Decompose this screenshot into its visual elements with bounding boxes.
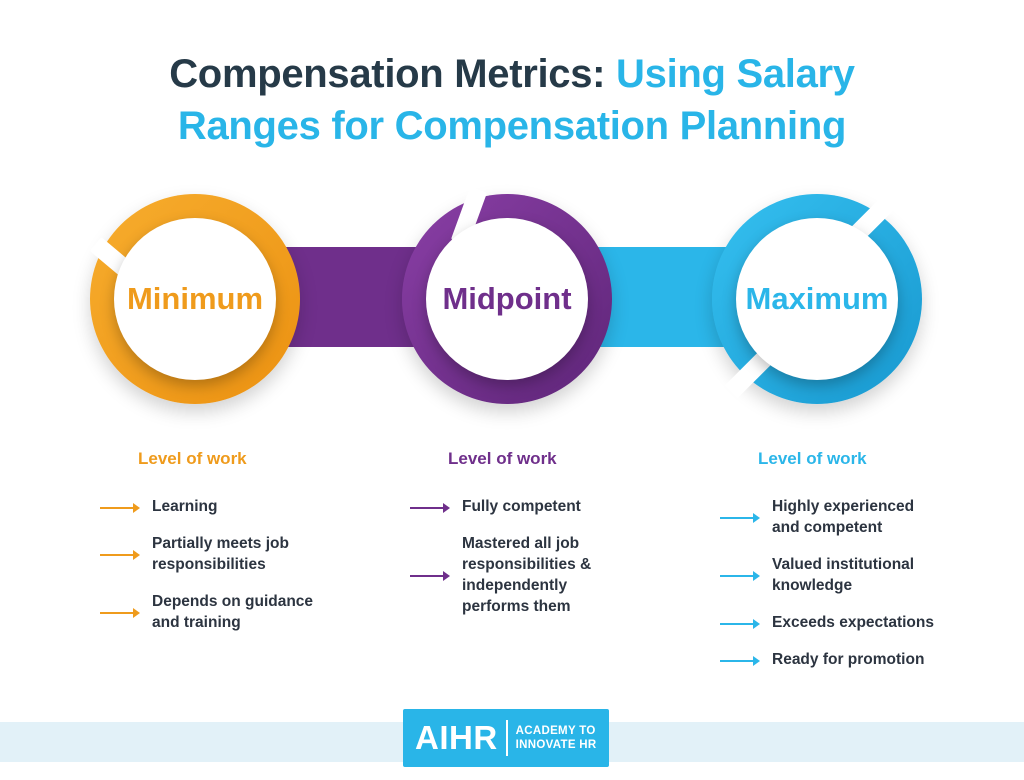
arrow-right-icon bbox=[100, 608, 140, 618]
midpoint-list: Fully competent Mastered all job respons… bbox=[408, 496, 668, 617]
list-item: Depends on guidance and training bbox=[98, 591, 358, 633]
midpoint-column: Level of work Fully competent Mastered a… bbox=[408, 446, 668, 633]
arrow-right-icon bbox=[100, 550, 140, 560]
logo-tagline: ACADEMY TO INNOVATE HR bbox=[515, 725, 597, 751]
maximum-label: Maximum bbox=[736, 218, 898, 380]
minimum-list: Learning Partially meets job responsibil… bbox=[98, 496, 358, 633]
page-title: Compensation Metrics: Using Salary Range… bbox=[0, 48, 1024, 152]
list-item: Partially meets job responsibilities bbox=[98, 533, 358, 575]
title-part-3: Ranges for Compensation Planning bbox=[177, 104, 847, 148]
maximum-list: Highly experienced and competent Valued … bbox=[718, 496, 978, 670]
aihr-logo: AIHR ACADEMY TO INNOVATE HR bbox=[403, 709, 609, 767]
arrow-right-icon bbox=[410, 502, 450, 513]
title-part-1: Compensation Metrics: bbox=[169, 52, 617, 96]
list-item: Exceeds expectations bbox=[718, 612, 978, 633]
list-item: Valued institutional knowledge bbox=[718, 554, 978, 596]
list-item: Fully competent bbox=[408, 496, 668, 517]
minimum-heading: Level of work bbox=[138, 449, 247, 468]
logo-wordmark: AIHR bbox=[415, 719, 498, 756]
minimum-ring: Minimum bbox=[89, 194, 300, 404]
arrow-right-icon bbox=[720, 655, 760, 666]
arrow-right-icon bbox=[720, 618, 760, 629]
logo-divider bbox=[505, 720, 508, 756]
maximum-column: Level of work Highly experienced and com… bbox=[718, 446, 978, 686]
midpoint-heading: Level of work bbox=[448, 449, 557, 468]
list-item: Highly experienced and competent bbox=[718, 496, 978, 538]
arrow-right-icon bbox=[720, 513, 760, 523]
midpoint-label: Midpoint bbox=[426, 218, 588, 380]
list-item: Learning bbox=[98, 496, 358, 517]
arrow-right-icon bbox=[410, 571, 450, 581]
title-part-2: Using Salary bbox=[616, 52, 855, 96]
minimum-label: Minimum bbox=[114, 218, 276, 380]
midpoint-ring: Midpoint bbox=[402, 186, 612, 404]
minimum-column: Level of work Learning Partially meets j… bbox=[98, 446, 358, 649]
maximum-heading: Level of work bbox=[758, 449, 867, 468]
maximum-ring: Maximum bbox=[712, 193, 922, 404]
arrow-right-icon bbox=[100, 502, 140, 513]
arrow-right-icon bbox=[720, 571, 760, 581]
list-item: Mastered all job responsibilities & inde… bbox=[408, 533, 668, 617]
list-item: Ready for promotion bbox=[718, 649, 978, 670]
